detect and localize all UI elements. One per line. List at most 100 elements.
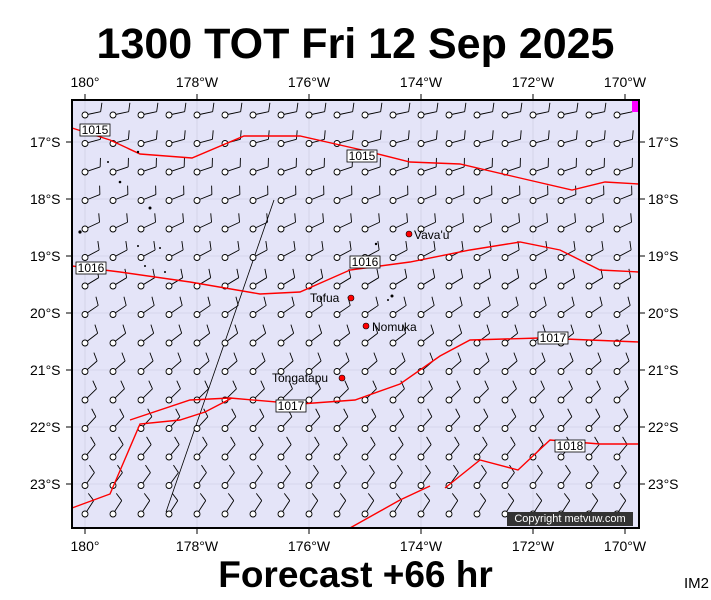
wind-barb: [193, 296, 211, 318]
wind-barb: [389, 380, 405, 404]
wind-barb: [613, 352, 630, 375]
wind-barb: [361, 324, 379, 347]
wind-barb: [249, 213, 268, 233]
wind-barb: [109, 493, 123, 518]
wind-barb: [305, 324, 323, 347]
wind-barb: [501, 185, 521, 204]
place-marker: [338, 374, 346, 382]
wind-barb: [361, 185, 381, 204]
wind-barb: [557, 213, 576, 233]
wind-barb: [165, 436, 180, 461]
wind-barb: [361, 436, 376, 461]
wind-barb: [361, 296, 379, 318]
wind-barb: [109, 240, 128, 261]
wind-barb: [137, 380, 153, 404]
sea-area: [72, 100, 639, 528]
wind-barb: [557, 102, 579, 119]
lon-label-bottom: 176°W: [287, 538, 331, 554]
wind-barb: [165, 240, 184, 261]
wind-barb: [473, 185, 493, 204]
lon-label-bottom: 174°W: [399, 538, 443, 554]
wind-barb: [557, 464, 571, 489]
wind-barb: [557, 408, 573, 432]
wind-barbs: [81, 102, 635, 518]
wind-barb: [305, 240, 324, 261]
isobar-label: 1015: [79, 123, 111, 137]
wind-barb: [137, 185, 157, 204]
wind-barb: [305, 130, 326, 147]
wind-barb: [417, 296, 435, 318]
wind-barb: [221, 493, 235, 518]
wind-barb: [557, 380, 573, 404]
lat-label-right: 22°S: [648, 419, 679, 435]
wind-barb: [137, 493, 151, 518]
wind-barb: [529, 268, 548, 290]
lat-label-left: 18°S: [30, 191, 61, 207]
wind-barb: [137, 436, 152, 461]
wind-barb: [109, 380, 125, 404]
wind-barb: [473, 296, 491, 318]
wind-barb: [193, 436, 208, 461]
wind-barb: [221, 185, 241, 204]
wind-barb: [417, 185, 437, 204]
wind-barb: [305, 296, 323, 318]
wind-barb: [305, 408, 321, 432]
wind-barb: [249, 157, 269, 176]
copyright-notice: Copyright metvuw.com: [507, 512, 633, 526]
wind-barb: [389, 352, 406, 375]
wind-barb: [417, 493, 431, 518]
wind-barb: [417, 213, 436, 233]
wind-barb: [333, 240, 352, 261]
wind-barb: [501, 352, 518, 375]
wind-barb: [473, 130, 494, 147]
lon-label-top: 180°: [70, 74, 100, 90]
wind-barb: [445, 296, 463, 318]
wind-barb: [193, 213, 212, 233]
wind-barb: [585, 157, 605, 176]
wind-barb: [445, 324, 463, 347]
lat-label-left: 19°S: [30, 248, 61, 264]
wind-barb: [305, 352, 322, 375]
wind-barb: [193, 185, 213, 204]
wind-barb: [81, 185, 101, 204]
wind-barb: [249, 102, 271, 119]
wind-barb: [445, 130, 466, 147]
wind-barb: [389, 240, 408, 261]
wind-barb: [473, 464, 487, 489]
place-tofua: Tofua: [310, 291, 355, 305]
lat-label-right: 23°S: [648, 476, 679, 492]
map-title: 1300 TOT Fri 12 Sep 2025: [96, 20, 615, 68]
wind-barb: [277, 352, 294, 375]
wind-barb: [417, 268, 436, 290]
wind-barb: [557, 240, 576, 261]
wind-barb: [305, 157, 325, 176]
wind-barb: [137, 296, 155, 318]
isobar-labels: 1015 1015 1016 1016 1017 1017 1018: [75, 123, 586, 453]
wind-barb: [445, 102, 467, 119]
wind-barb: [529, 102, 551, 119]
svg-text:1017: 1017: [540, 331, 567, 345]
place-vavau: Vava'u: [405, 228, 449, 242]
lon-label-bottom: 172°W: [511, 538, 555, 554]
wind-barb: [417, 130, 438, 147]
wind-barb: [165, 268, 184, 290]
wind-barb: [389, 130, 410, 147]
wind-barb: [193, 240, 212, 261]
wind-barb: [501, 493, 515, 518]
wind-barb: [193, 352, 210, 375]
lat-label-left: 20°S: [30, 305, 61, 321]
wind-barb: [277, 296, 295, 318]
wind-barb: [277, 157, 297, 176]
wind-barb: [137, 130, 158, 147]
wind-barb: [193, 493, 207, 518]
wind-barb: [277, 213, 296, 233]
wind-barb: [585, 296, 603, 318]
wind-barb: [109, 296, 127, 318]
wind-barb: [109, 352, 126, 375]
wind-barb: [557, 185, 577, 204]
wind-barb: [585, 130, 606, 147]
lat-label-left: 17°S: [30, 134, 61, 150]
wind-barb: [389, 102, 411, 119]
wind-barb: [193, 464, 207, 489]
